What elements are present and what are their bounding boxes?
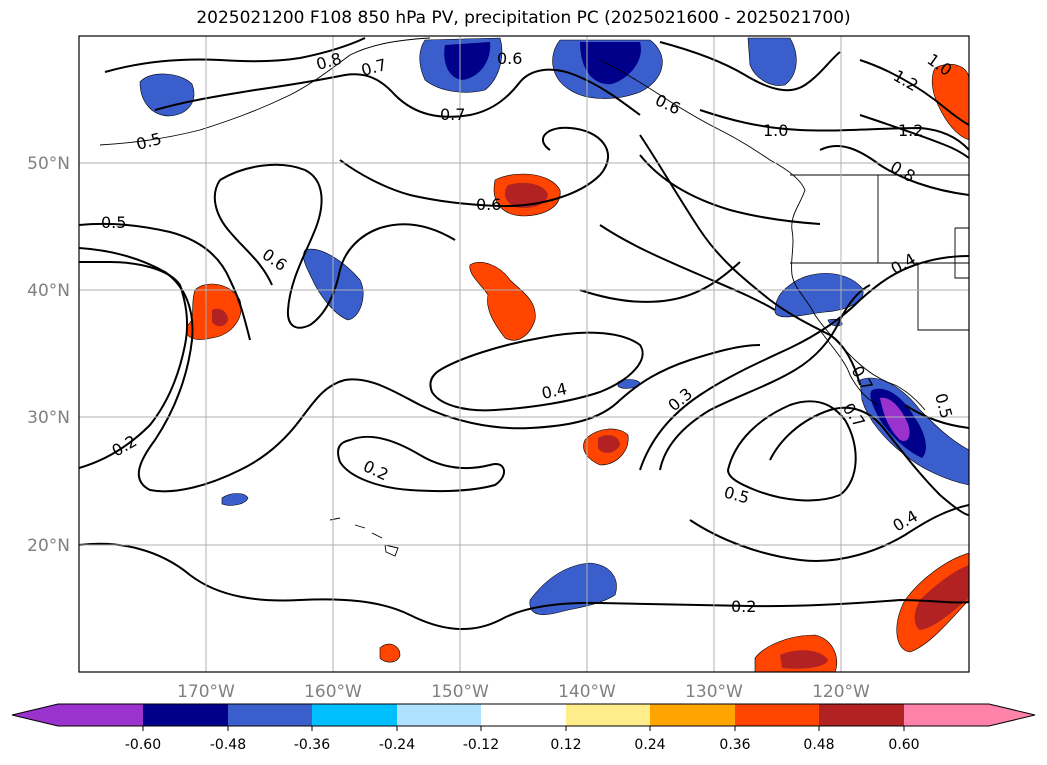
contour-0.8-east [819,145,969,196]
precip-positive-core [598,435,620,453]
colorbar-swatch [143,704,228,726]
lat-label: 50°N [27,154,70,174]
colorbar-swatch [819,704,904,726]
lon-label: 130°W [685,682,743,702]
colorbar: -0.60 -0.48 -0.36 -0.24 -0.12 0.12 0.24 … [11,703,1036,753]
precip-positive-core [780,650,828,669]
contour-label: 1.0 [763,121,788,140]
latitude-labels: 50°N 40°N 30°N 20°N [27,154,70,556]
colorbar-swatch [397,704,481,726]
colorbar-swatch [904,704,989,726]
colorbar-max-extend [989,704,1035,726]
colorbar-swatch [735,704,819,726]
lat-label: 40°N [27,281,70,301]
contour-0.8 [104,37,366,73]
contour-0.6-mid [213,179,273,286]
precip-positive-area [469,261,536,341]
lat-label: 30°N [27,408,70,428]
north-america-coast [599,59,926,411]
alaska-coast [99,37,431,146]
precip-positive-core [212,308,228,327]
lon-label: 140°W [558,682,616,702]
contour-label: 0.7 [440,105,465,124]
precip-positive-area [379,643,401,663]
longitude-labels: 170°W 160°W 150°W 140°W 130°W 120°W [177,682,870,702]
colorbar-min-extend [12,704,58,726]
colorbar-outline [11,703,1036,727]
colorbar-swatch [481,704,566,726]
contour-0.7 [154,68,641,118]
colorbar-tick-label: -0.60 [125,737,161,753]
contour-0.6-west [219,163,456,329]
contour-1.0 [659,41,841,92]
colorbar-tick-label: -0.36 [294,737,330,753]
contour-0.5-loop [726,400,857,502]
precip-negative-area [747,37,797,86]
contour-0.7-east [639,134,861,386]
coastlines [99,37,969,557]
colorbar-tick-label: -0.24 [379,737,415,753]
precip-negative-area [221,493,249,506]
precip-positive-area [931,64,969,141]
contour-0.3 [79,247,761,493]
contour-0.5-west [79,222,251,341]
colorbar-tick-label: 0.36 [719,737,750,753]
contour-0.2-south [79,542,969,631]
contour-1.2 [859,59,969,126]
contour-0.2-mid [79,261,189,469]
lon-label: 150°W [431,682,489,702]
contour-label: 0.5 [101,213,126,232]
colorbar-ticks [142,726,905,731]
contour-extra-1 [639,154,821,225]
graticule [79,36,969,672]
lat-label: 20°N [27,536,70,556]
contour-0.4-loop [429,331,644,412]
map-border [78,35,970,673]
contour-1.0-east [699,109,969,151]
contour-extra-4 [904,404,969,429]
map-panel [79,36,969,672]
contour-0.5-outer [659,284,871,471]
contour-0.4-east [769,406,969,516]
colorbar-swatch [228,704,312,726]
colorbar-swatch [566,704,650,726]
contour-0.6-north [339,126,610,208]
colorbar-swatch [312,704,397,726]
contour-label: 0.2 [731,597,756,616]
colorbar-tick-label: -0.48 [210,737,246,753]
contour-0.4-outer [639,255,969,471]
colorbar-tick-label: 0.12 [550,737,581,753]
contour-0.2-inner [337,435,505,493]
colorbar-tick-label: 0.24 [634,737,665,753]
contour-1.2-b [859,114,969,159]
contour-extra-3 [579,261,741,303]
contour-label: 1.2 [898,121,923,140]
map-title: 2025021200 F108 850 hPa PV, precipitatio… [196,8,851,28]
precip-negative-extreme [880,397,910,442]
contour-label: 0.4 [540,379,569,403]
colorbar-tick-label: -0.12 [463,737,499,753]
baja-coast [819,329,879,406]
precip-positive-core [504,182,548,208]
contour-label: 0.6 [476,195,501,214]
colorbar-swatch [650,704,735,726]
colorbar-swatch [58,704,143,726]
contour-0.5-south [689,504,969,562]
precip-negative-core [444,42,491,80]
lon-label: 170°W [177,682,235,702]
precip-negative-area [529,562,617,616]
hawaii-islands [329,517,399,557]
colorbar-tick-label: 0.48 [803,737,834,753]
lon-label: 160°W [304,682,362,702]
precip-positive-core [914,565,969,630]
colorbar-tick-label: 0.60 [888,737,919,753]
us-border [790,174,969,331]
contour-extra-2 [599,224,776,311]
precip-negative-area [139,73,195,117]
pv-contours [79,37,969,631]
precip-fills [139,37,969,672]
lon-label: 120°W [812,682,870,702]
contour-label: 0.6 [497,49,522,68]
